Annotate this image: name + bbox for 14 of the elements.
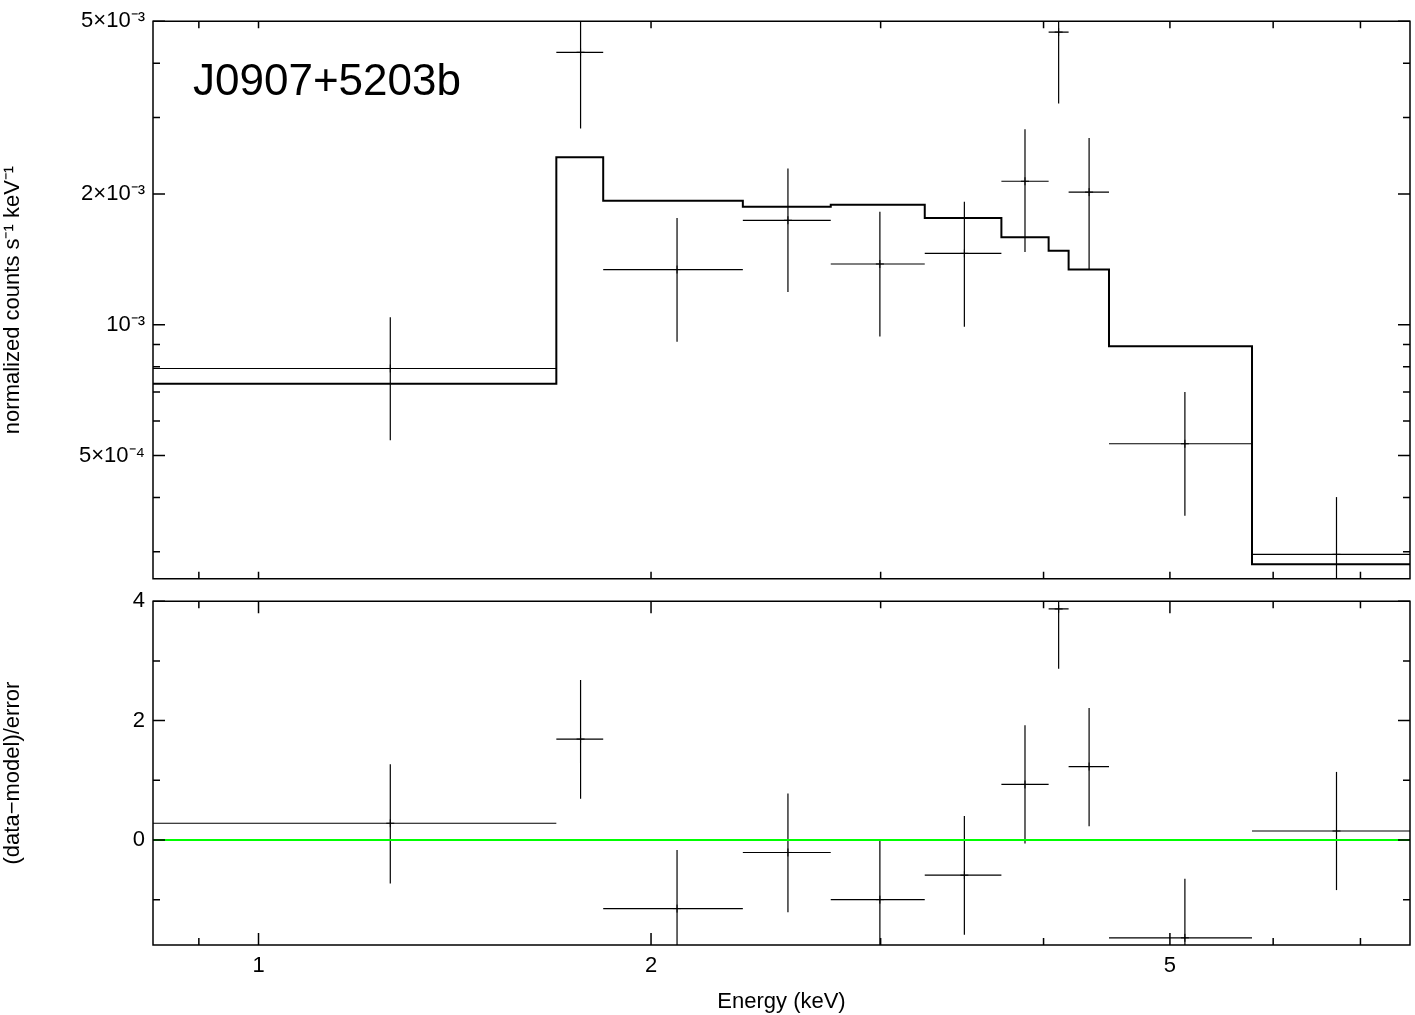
annotation: J0907+5203b — [193, 55, 461, 105]
y-tick-label: 2×10⁻³ — [81, 180, 145, 206]
x-tick-label: 1 — [252, 952, 265, 978]
y-tick-label: 0 — [132, 826, 145, 852]
y-tick-label: 2 — [132, 706, 145, 732]
y-axis-title: (data−model)/error — [0, 681, 25, 865]
y-tick-label: 4 — [132, 587, 145, 613]
y-tick-label: 5×10⁻³ — [81, 7, 145, 33]
y-tick-label: 10⁻³ — [106, 310, 145, 336]
y-axis-title: normalized counts s⁻¹ keV⁻¹ — [0, 165, 25, 435]
y-tick-label: 5×10⁻⁴ — [78, 441, 145, 467]
x-tick-label: 2 — [644, 952, 658, 978]
x-tick-label: 5 — [1163, 952, 1177, 978]
x-axis-title: Energy (keV) — [717, 987, 846, 1013]
